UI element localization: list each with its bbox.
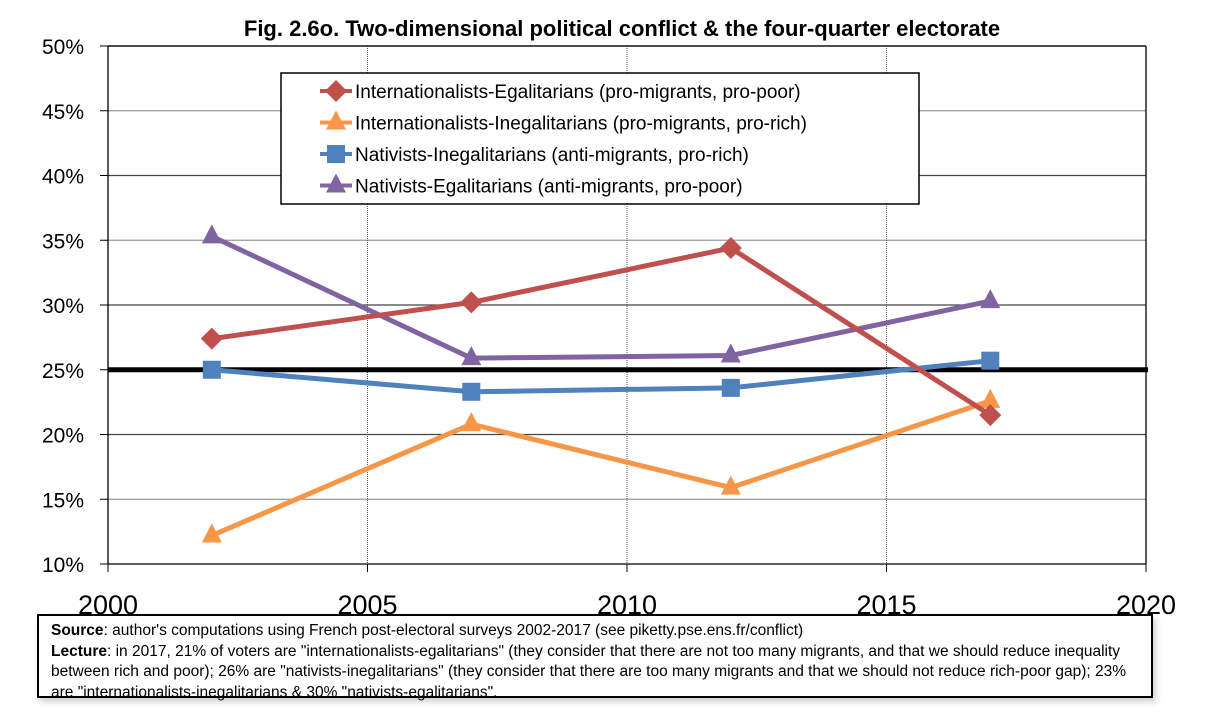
- legend-item: Nativists-Inegalitarians (anti-migrants,…: [320, 145, 749, 166]
- series-line: [211, 245, 992, 418]
- legend-swatch-marker: [326, 173, 346, 193]
- legend: Internationalists-Egalitarians (pro-migr…: [280, 72, 920, 205]
- y-tick-label: 25%: [42, 360, 84, 383]
- y-tick-label: 40%: [42, 166, 84, 189]
- series-2: [201, 388, 1001, 543]
- data-point-triangle: [201, 523, 222, 543]
- legend-label: Nativists-Egalitarians (anti-migrants, p…: [355, 177, 743, 198]
- y-tick-label: 50%: [42, 36, 84, 59]
- lecture-label: Lecture: [51, 642, 107, 660]
- data-point-triangle: [201, 224, 222, 244]
- data-point-triangle: [720, 475, 741, 495]
- series-4: [201, 224, 1001, 366]
- data-point-triangle: [720, 343, 741, 363]
- legend-item: Nativists-Egalitarians (anti-migrants, p…: [320, 173, 743, 198]
- y-axis-ticks: 10% 15% 20% 25% 30% 35% 40% 45% 50%: [42, 36, 84, 577]
- data-point-square: [462, 382, 481, 401]
- legend-label: Nativists-Inegalitarians (anti-migrants,…: [355, 145, 749, 166]
- y-tick-label: 30%: [42, 295, 84, 318]
- y-tick-label: 15%: [42, 489, 84, 512]
- series-3: [202, 351, 1000, 401]
- lecture-text: : in 2017, 21% of voters are "internatio…: [51, 642, 1127, 701]
- data-point-square: [721, 378, 740, 397]
- data-point-triangle: [461, 412, 482, 432]
- data-point-triangle: [980, 289, 1001, 309]
- y-tick-label: 10%: [42, 554, 84, 577]
- series-1: [200, 237, 1002, 427]
- series-line: [210, 234, 991, 361]
- legend-item: Internationalists-Egalitarians (pro-migr…: [320, 80, 801, 103]
- data-point-triangle: [980, 388, 1001, 408]
- source-label: Source: [51, 622, 104, 639]
- data-point-diamond: [200, 327, 223, 350]
- series-group: [200, 224, 1002, 543]
- source-text: : author's computations using French pos…: [103, 622, 804, 639]
- data-point-square: [202, 360, 221, 379]
- chart-title: Fig. 2.6o. Two-dimensional political con…: [244, 16, 1000, 41]
- legend-label: Internationalists-Egalitarians (pro-migr…: [355, 82, 801, 103]
- axes: [100, 45, 1147, 572]
- data-point-square: [981, 351, 1000, 370]
- series-line: [211, 358, 991, 395]
- source-note-box: Source: author's computations using Fren…: [37, 614, 1153, 701]
- data-point-diamond: [979, 404, 1002, 427]
- data-point-triangle: [461, 346, 482, 366]
- legend-item: Internationalists-Inegalitarians (pro-mi…: [320, 110, 807, 135]
- y-tick-label: 20%: [42, 425, 84, 448]
- data-point-diamond: [719, 237, 742, 260]
- data-point-diamond: [460, 291, 483, 314]
- legend-box: [280, 72, 920, 205]
- y-tick-label: 45%: [42, 101, 84, 124]
- legend-swatch-marker: [326, 110, 346, 130]
- y-tick-label: 35%: [42, 230, 84, 253]
- legend-label: Internationalists-Inegalitarians (pro-mi…: [355, 114, 807, 135]
- series-line: [210, 398, 992, 538]
- legend-swatch-marker: [327, 145, 345, 163]
- legend-swatch-marker: [325, 80, 347, 102]
